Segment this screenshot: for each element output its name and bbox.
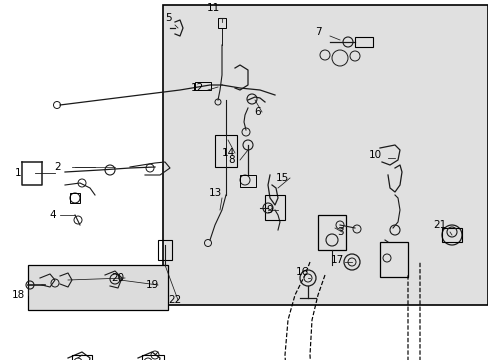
Text: 9: 9	[266, 205, 273, 215]
Bar	[240, 175, 256, 187]
Text: 7: 7	[314, 27, 321, 37]
Text: 19: 19	[145, 280, 158, 290]
Bar	[317, 215, 346, 250]
Bar	[158, 240, 172, 260]
Bar	[142, 355, 163, 360]
Bar	[163, 5, 487, 305]
Text: 3: 3	[336, 227, 343, 237]
Text: 10: 10	[367, 150, 381, 160]
Text: 6: 6	[254, 107, 261, 117]
Text: 17: 17	[330, 255, 343, 265]
Bar	[28, 265, 168, 310]
Text: 11: 11	[206, 3, 219, 13]
Bar	[441, 228, 461, 242]
Text: 8: 8	[228, 155, 235, 165]
Text: 15: 15	[275, 173, 288, 183]
Text: 14: 14	[221, 148, 234, 158]
Bar	[72, 355, 92, 360]
Bar	[215, 135, 237, 167]
Text: 20: 20	[111, 273, 124, 283]
Bar	[195, 82, 210, 90]
Bar	[70, 193, 80, 203]
Text: 2: 2	[55, 162, 61, 172]
Text: 12: 12	[190, 83, 203, 93]
Bar	[264, 195, 285, 220]
Text: 4: 4	[50, 210, 56, 220]
Text: 18: 18	[11, 290, 24, 300]
Bar	[218, 18, 225, 28]
Text: 5: 5	[164, 13, 171, 23]
Bar	[379, 242, 407, 277]
Bar	[354, 37, 372, 47]
Text: 16: 16	[295, 267, 308, 277]
Text: 22: 22	[168, 295, 181, 305]
Text: 1: 1	[15, 168, 21, 178]
Text: 13: 13	[208, 188, 221, 198]
Text: 21: 21	[432, 220, 446, 230]
